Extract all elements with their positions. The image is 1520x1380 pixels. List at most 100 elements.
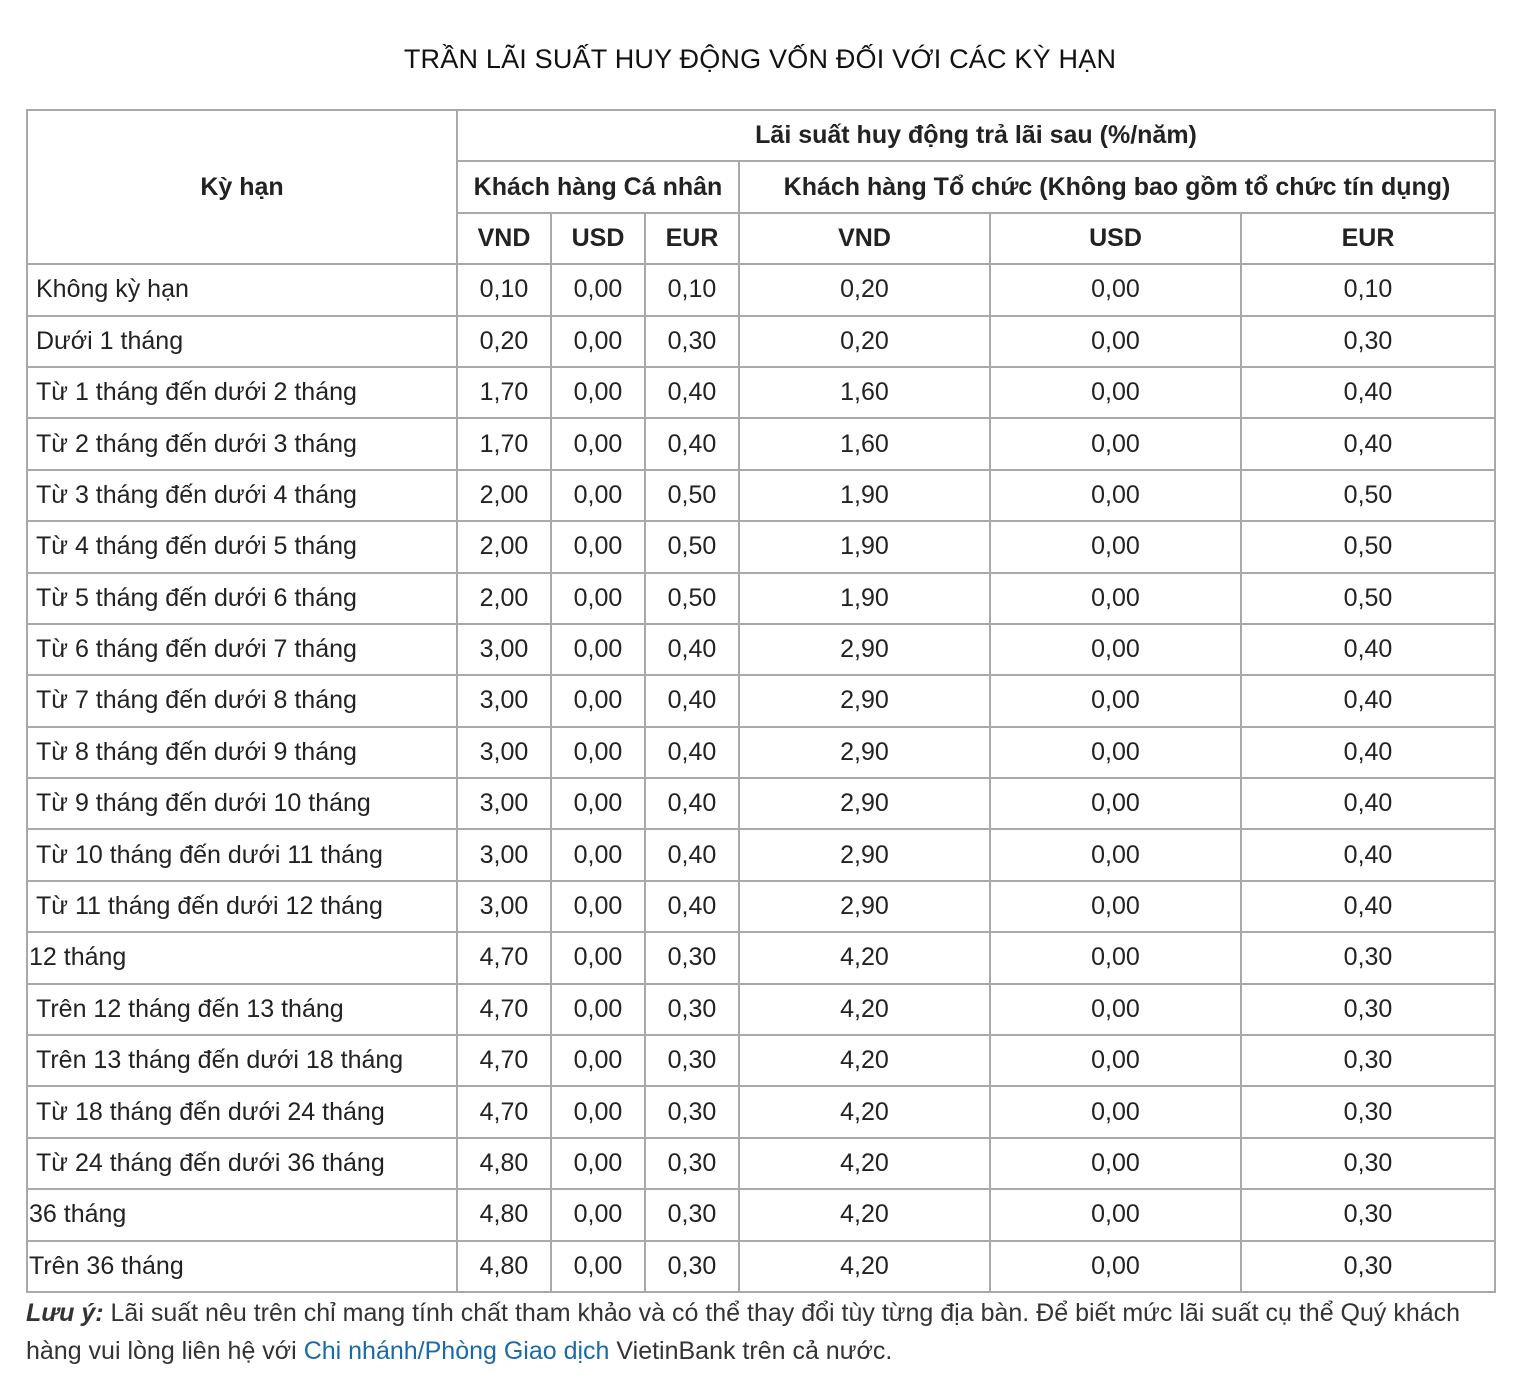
rate-cell: 0,00 — [989, 674, 1242, 728]
rate-cell: 0,40 — [1239, 777, 1497, 831]
rate-cell: 0,00 — [550, 365, 646, 420]
rate-cell: 4,70 — [456, 982, 552, 1037]
rate-cell: 3,00 — [456, 674, 552, 728]
rate-cell: 1,90 — [738, 520, 991, 574]
rate-cell: 4,80 — [456, 1239, 552, 1293]
rate-cell: 0,40 — [644, 622, 740, 677]
rate-cell: 0,00 — [989, 931, 1242, 985]
rate-cell: 0,30 — [644, 1136, 740, 1191]
rate-cell: 0,00 — [550, 828, 646, 882]
table-row: Dưới 1 tháng 0,20 0,00 0,30 0,20 0,00 0,30 — [26, 314, 1497, 368]
rate-cell: 0,00 — [989, 982, 1242, 1037]
term-cell: Trên 12 tháng đến 13 tháng — [26, 982, 458, 1037]
rate-cell: 0,50 — [644, 468, 740, 523]
rate-cell: 0,00 — [989, 1188, 1242, 1242]
table-row: Không kỳ hạn 0,10 0,00 0,10 0,20 0,00 0,10 — [26, 263, 1497, 317]
rate-cell: 0,30 — [644, 982, 740, 1037]
term-cell: Từ 3 tháng đến dưới 4 tháng — [26, 468, 458, 523]
rate-cell: 2,90 — [738, 622, 991, 677]
rate-cell: 0,00 — [989, 777, 1242, 831]
rate-cell: 0,00 — [989, 879, 1242, 934]
rate-cell: 0,00 — [550, 674, 646, 728]
rate-cell: 0,20 — [738, 263, 991, 317]
currency-header: VND — [738, 211, 991, 266]
term-cell: Không kỳ hạn — [26, 263, 458, 317]
rate-cell: 0,30 — [1239, 1188, 1497, 1242]
rate-cell: 0,40 — [1239, 828, 1497, 882]
rate-cell: 2,90 — [738, 725, 991, 780]
rate-cell: 0,00 — [550, 622, 646, 677]
rate-cell: 3,00 — [456, 725, 552, 780]
rate-cell: 4,70 — [456, 1034, 552, 1088]
rate-cell: 3,00 — [456, 879, 552, 934]
term-cell: 36 tháng — [26, 1188, 458, 1242]
rate-cell: 0,30 — [644, 1239, 740, 1293]
rate-cell: 0,30 — [1239, 931, 1497, 985]
term-cell: Từ 4 tháng đến dưới 5 tháng — [26, 520, 458, 574]
rate-cell: 0,30 — [1239, 1239, 1497, 1293]
rate-cell: 0,00 — [989, 622, 1242, 677]
rate-cell: 0,40 — [1239, 365, 1497, 420]
rate-cell: 0,00 — [550, 1136, 646, 1191]
rate-cell: 0,30 — [1239, 982, 1497, 1037]
table-row: Trên 13 tháng đến dưới 18 tháng 4,70 0,00 0… — [26, 1034, 1497, 1088]
rate-cell: 0,40 — [644, 674, 740, 728]
rate-cell: 0,00 — [550, 1239, 646, 1293]
rate-cell: 0,10 — [1239, 263, 1497, 317]
rate-cell: 0,40 — [1239, 622, 1497, 677]
table-row: Từ 11 tháng đến dưới 12 tháng 3,00 0,00 0,4… — [26, 879, 1497, 934]
rate-cell: 0,00 — [989, 468, 1242, 523]
rate-cell: 0,40 — [644, 828, 740, 882]
rate-cell: 2,00 — [456, 520, 552, 574]
rate-header: Lãi suất huy động trả lãi sau (%/năm) — [455, 108, 1497, 163]
rate-cell: 2,90 — [738, 777, 991, 831]
rate-cell: 0,30 — [1239, 314, 1497, 368]
rate-cell: 0,30 — [644, 1034, 740, 1088]
term-cell: Từ 9 tháng đến dưới 10 tháng — [26, 777, 458, 831]
rate-cell: 0,00 — [989, 1136, 1242, 1191]
rate-cell: 0,00 — [550, 263, 646, 317]
term-cell: Từ 11 tháng đến dưới 12 tháng — [26, 879, 458, 934]
rate-cell: 0,00 — [989, 1239, 1242, 1293]
rate-cell: 0,30 — [1239, 1085, 1497, 1139]
table-row: Từ 9 tháng đến dưới 10 tháng 3,00 0,00 0,40… — [26, 777, 1497, 831]
table-row: Từ 7 tháng đến dưới 8 tháng 3,00 0,00 0,40 2… — [26, 674, 1497, 728]
table-row: 12 tháng 4,70 0,00 0,30 4,20 0,00 0,30 — [26, 931, 1497, 985]
rate-cell: 0,40 — [644, 725, 740, 780]
rate-cell: 3,00 — [456, 777, 552, 831]
rate-cell: 0,40 — [1239, 674, 1497, 728]
rate-cell: 4,20 — [738, 1188, 991, 1242]
rate-cell: 3,00 — [456, 828, 552, 882]
rate-cell: 0,40 — [1239, 725, 1497, 780]
rate-cell: 0,00 — [550, 982, 646, 1037]
rate-cell: 3,00 — [456, 622, 552, 677]
rate-cell: 0,00 — [550, 417, 646, 471]
term-cell: Từ 6 tháng đến dưới 7 tháng — [26, 622, 458, 677]
footnote: Lưu ý: Lãi suất nêu trên chỉ mang tính c… — [26, 1294, 1496, 1370]
branch-link[interactable]: Chi nhánh/Phòng Giao dịch — [303, 1337, 610, 1365]
table-row: 36 tháng 4,80 0,00 0,30 4,20 0,00 0,30 — [26, 1188, 1497, 1242]
table-row: Từ 4 tháng đến dưới 5 tháng 2,00 0,00 0,50 1… — [26, 520, 1497, 574]
rate-cell: 0,00 — [989, 1034, 1242, 1088]
organization-group-header: Khách hàng Tổ chức (Không bao gồm tổ chứ… — [737, 160, 1497, 214]
term-cell: Từ 1 tháng đến dưới 2 tháng — [26, 365, 458, 420]
currency-header: USD — [989, 211, 1242, 266]
rate-cell: 0,50 — [644, 520, 740, 574]
rate-cell: 0,40 — [1239, 879, 1497, 934]
rate-cell: 0,40 — [644, 417, 740, 471]
currency-header: VND — [456, 211, 552, 266]
rate-cell: 0,00 — [989, 417, 1242, 471]
rate-cell: 1,90 — [738, 468, 991, 523]
rate-cell: 0,00 — [989, 1085, 1242, 1139]
table-row: Từ 8 tháng đến dưới 9 tháng 3,00 0,00 0,40 2… — [26, 725, 1497, 780]
term-cell: Từ 18 tháng đến dưới 24 tháng — [26, 1085, 458, 1139]
term-cell: Từ 8 tháng đến dưới 9 tháng — [26, 725, 458, 780]
table-row: Từ 5 tháng đến dưới 6 tháng 2,00 0,00 0,50 1… — [26, 571, 1497, 625]
rate-cell: 0,40 — [644, 879, 740, 934]
rate-cell: 0,00 — [989, 828, 1242, 882]
individual-group-header: Khách hàng Cá nhân — [456, 160, 740, 214]
rate-cell: 1,90 — [738, 571, 991, 625]
rate-cell: 0,00 — [989, 571, 1242, 625]
table-row: Từ 24 tháng đến dưới 36 tháng 4,80 0,00 0,3… — [26, 1136, 1497, 1191]
rate-cell: 1,60 — [738, 417, 991, 471]
